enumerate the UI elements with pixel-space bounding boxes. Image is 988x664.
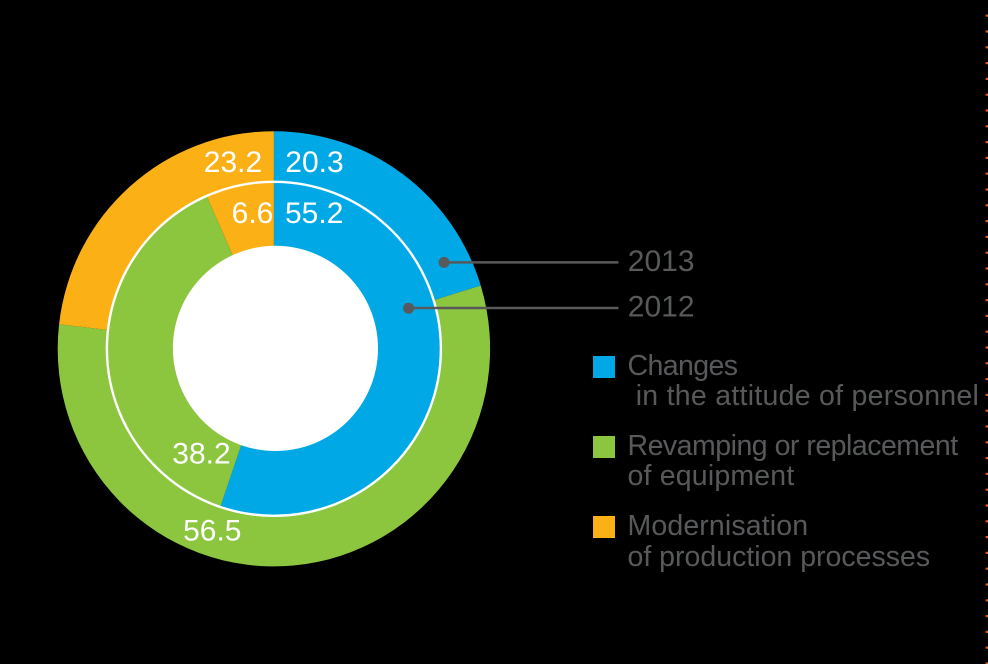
svg-text:2013: 2013: [628, 245, 695, 278]
svg-text:6.6: 6.6: [232, 197, 274, 230]
svg-text:23.2: 23.2: [204, 146, 262, 179]
svg-text:2012: 2012: [628, 291, 695, 324]
svg-text:56.5: 56.5: [183, 515, 241, 548]
svg-text:20.3: 20.3: [285, 146, 343, 179]
svg-text:38.2: 38.2: [172, 438, 230, 471]
svg-text:55.2: 55.2: [285, 197, 343, 230]
